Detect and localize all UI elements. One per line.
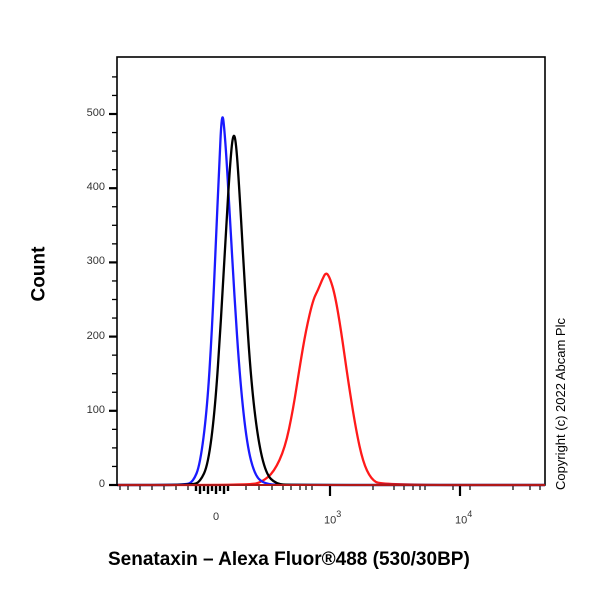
y-tick-label: 200 xyxy=(86,329,105,342)
y-tick-label: 100 xyxy=(86,403,105,416)
histogram-series xyxy=(117,116,545,487)
y-tick-label: 300 xyxy=(86,255,105,268)
x-tick-label: 103 xyxy=(324,509,342,527)
x-axis-ticks xyxy=(119,485,541,496)
series-unlabeled-control xyxy=(117,116,545,487)
copyright-notice: Copyright (c) 2022 Abcam Plc xyxy=(553,318,568,490)
y-axis-label: Count xyxy=(22,245,72,305)
plot-frame xyxy=(116,56,546,486)
x-tick-label: 104 xyxy=(455,509,473,527)
series-isotype-control xyxy=(117,134,545,487)
y-tick-label: 0 xyxy=(98,478,105,490)
y-tick-label: 400 xyxy=(86,181,105,194)
series-senataxin-antibody xyxy=(117,272,545,487)
y-axis-ticks xyxy=(109,76,117,487)
y-tick-label: 500 xyxy=(86,107,105,119)
x-tick-label: 0 xyxy=(213,511,220,523)
x-axis-label: Senataxin – Alexa Fluor®488 (530/30BP) xyxy=(108,549,470,570)
y-axis-label-text: Count xyxy=(28,246,50,302)
